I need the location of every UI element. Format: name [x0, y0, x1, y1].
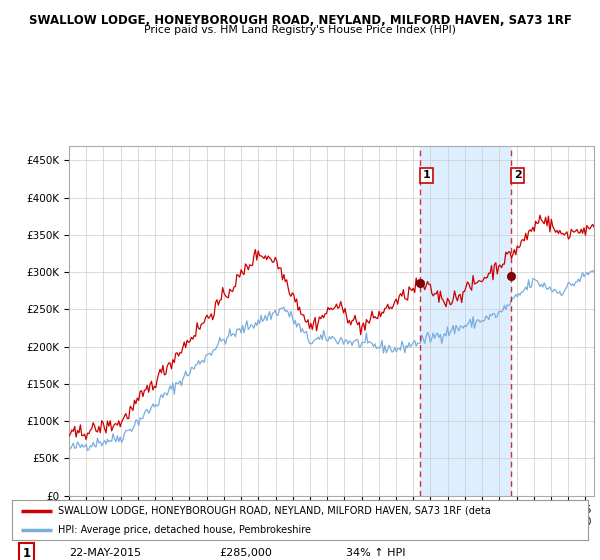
Text: 1: 1	[22, 547, 31, 559]
Text: SWALLOW LODGE, HONEYBOROUGH ROAD, NEYLAND, MILFORD HAVEN, SA73 1RF (deta: SWALLOW LODGE, HONEYBOROUGH ROAD, NEYLAN…	[58, 506, 491, 516]
Bar	[420, 146, 511, 496]
Text: 22-MAY-2015: 22-MAY-2015	[70, 548, 142, 558]
Text: £285,000: £285,000	[220, 548, 272, 558]
Text: Price paid vs. HM Land Registry's House Price Index (HPI): Price paid vs. HM Land Registry's House …	[144, 25, 456, 35]
Text: 2: 2	[514, 170, 521, 180]
Text: 34% ↑ HPI: 34% ↑ HPI	[346, 548, 406, 558]
Text: HPI: Average price, detached house, Pembrokeshire: HPI: Average price, detached house, Pemb…	[58, 525, 311, 535]
Text: 1: 1	[422, 170, 430, 180]
Text: SWALLOW LODGE, HONEYBOROUGH ROAD, NEYLAND, MILFORD HAVEN, SA73 1RF: SWALLOW LODGE, HONEYBOROUGH ROAD, NEYLAN…	[29, 14, 571, 27]
